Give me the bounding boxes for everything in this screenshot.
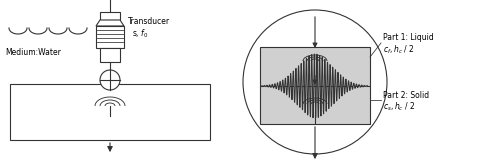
- Text: Part 1: Liquid: Part 1: Liquid: [383, 34, 434, 42]
- FancyBboxPatch shape: [10, 84, 210, 140]
- FancyBboxPatch shape: [100, 48, 120, 62]
- Polygon shape: [96, 20, 124, 26]
- FancyBboxPatch shape: [100, 12, 120, 20]
- Text: $c_s, h_c$ / 2: $c_s, h_c$ / 2: [383, 101, 416, 113]
- FancyBboxPatch shape: [260, 47, 370, 124]
- Text: $c_f, h_c$ / 2: $c_f, h_c$ / 2: [383, 44, 415, 56]
- Text: Medium:Water: Medium:Water: [5, 48, 61, 57]
- Text: Transducer: Transducer: [128, 17, 170, 27]
- Text: Part 2: Solid: Part 2: Solid: [383, 91, 429, 99]
- Circle shape: [100, 70, 120, 90]
- Text: s, $f_0$: s, $f_0$: [132, 28, 149, 40]
- Circle shape: [243, 10, 387, 154]
- FancyBboxPatch shape: [96, 26, 124, 48]
